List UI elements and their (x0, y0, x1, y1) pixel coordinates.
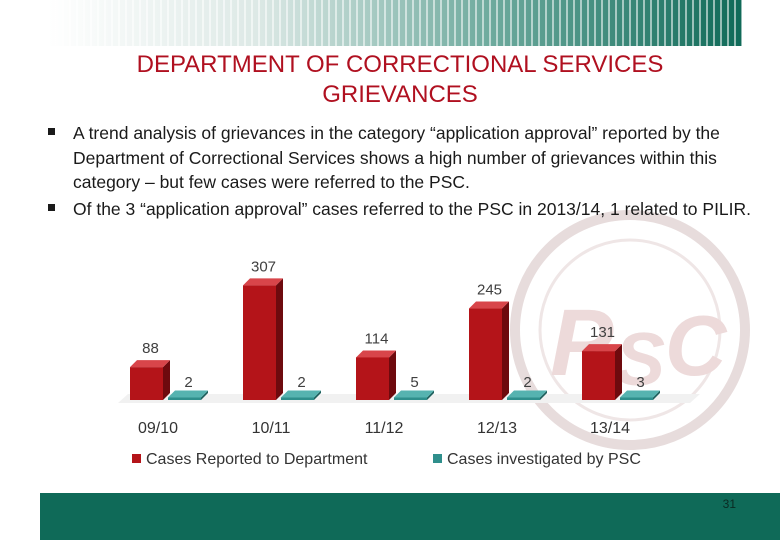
data-label: 245 (477, 282, 502, 299)
bar-reported (582, 351, 615, 400)
bar-top (620, 390, 660, 398)
bar-reported (130, 367, 163, 400)
bar-investigated (620, 397, 653, 400)
bar-side (502, 301, 509, 400)
legend-label: Cases investigated by PSC (447, 451, 641, 468)
bar-side (427, 390, 434, 400)
page-number: 31 (722, 497, 736, 511)
header-band (48, 0, 742, 46)
bullet-text: Of the 3 “application approval” cases re… (73, 198, 752, 219)
svg-text:C: C (665, 299, 728, 394)
bar-top (507, 390, 547, 398)
bar-top (394, 390, 434, 398)
bullet-list: A trend analysis of grievances in the ca… (48, 121, 763, 223)
legend-swatch (433, 454, 442, 463)
data-label: 88 (142, 340, 159, 357)
slide-title-line1: DEPARTMENT OF CORRECTIONAL SERVICES (136, 51, 664, 78)
slide-title-line2: GRIEVANCES (322, 81, 478, 108)
bar-top (356, 350, 396, 358)
bar-side (389, 350, 396, 400)
slide-title: DEPARTMENT OF CORRECTIONAL SERVICES GRIE… (60, 50, 740, 110)
footer-band (40, 493, 780, 540)
data-label: 131 (590, 324, 615, 341)
category-label: 13/14 (590, 420, 630, 437)
square-bullet-icon (48, 203, 55, 211)
data-label: 5 (410, 374, 418, 391)
bar-investigated (168, 397, 201, 400)
legend-swatch (132, 454, 141, 463)
data-label: 3 (636, 374, 644, 391)
data-label: 2 (184, 374, 192, 391)
bar-top (469, 301, 509, 309)
data-label: 2 (297, 374, 305, 391)
category-label: 12/13 (477, 420, 517, 437)
square-bullet-icon (48, 128, 55, 135)
category-label: 09/10 (138, 420, 178, 437)
bar-top (281, 390, 321, 398)
bar-top (168, 390, 208, 398)
bar-reported (243, 285, 276, 400)
bar-side (276, 278, 283, 400)
bar-top (243, 278, 283, 286)
bar-reported (469, 308, 502, 400)
bar-top (582, 344, 622, 352)
data-label: 114 (365, 330, 389, 347)
legend-label: Cases Reported to Department (146, 451, 368, 468)
bar-investigated (507, 397, 540, 400)
data-label: 307 (251, 258, 276, 275)
bar-top (130, 360, 170, 368)
data-label: 2 (523, 374, 531, 391)
bar-side (540, 390, 547, 400)
bullet-item: A trend analysis of grievances in the ca… (48, 121, 763, 195)
category-label: 11/12 (365, 420, 404, 437)
bar-investigated (394, 397, 427, 400)
bar-side (201, 390, 208, 400)
bullet-text: A trend analysis of grievances in the ca… (73, 123, 720, 192)
bar-side (615, 344, 622, 400)
bar-side (163, 360, 170, 400)
bar-investigated (281, 397, 314, 400)
category-label: 10/11 (252, 420, 291, 437)
bar-side (653, 390, 660, 400)
bar-reported (356, 357, 389, 400)
svg-text:S: S (615, 317, 665, 401)
psc-watermark-logo: P S C (510, 210, 750, 450)
bullet-item: Of the 3 “application approval” cases re… (48, 197, 763, 222)
bar-side (314, 390, 321, 400)
